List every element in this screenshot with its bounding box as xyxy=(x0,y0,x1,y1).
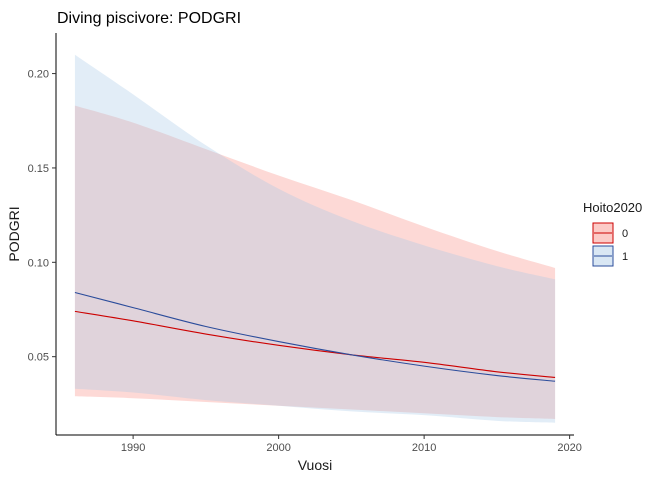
legend-title: Hoito2020 xyxy=(583,200,642,215)
legend-label-0: 0 xyxy=(622,228,628,240)
series-lines xyxy=(74,291,556,382)
y-axis-title: PODGRI xyxy=(6,206,22,261)
confidence-band-series-1 xyxy=(74,54,556,423)
legend-item-0: 0 xyxy=(592,222,628,244)
line-series-0 xyxy=(74,310,556,378)
y-axis-ticks: 0.05 0.10 0.15 0.20 xyxy=(28,69,56,364)
chart-title: Diving piscivore: PODGRI xyxy=(57,10,241,27)
y-tick-label: 0.10 xyxy=(28,257,49,269)
legend: Hoito2020 0 1 xyxy=(583,200,642,267)
confidence-band-series-0 xyxy=(74,105,556,419)
line-series-1 xyxy=(74,291,556,382)
legend-label-1: 1 xyxy=(622,251,628,263)
x-tick-label: 2010 xyxy=(412,442,436,454)
x-axis-title: Vuosi xyxy=(298,457,333,473)
x-tick-label: 2020 xyxy=(557,442,581,454)
x-tick-label: 2000 xyxy=(266,442,290,454)
y-tick-label: 0.20 xyxy=(28,69,49,81)
x-axis-ticks: 1990 2000 2010 2020 xyxy=(121,435,582,454)
confidence-bands xyxy=(74,54,556,423)
y-tick-label: 0.15 xyxy=(28,163,49,175)
x-tick-label: 1990 xyxy=(121,442,145,454)
legend-item-1: 1 xyxy=(592,245,628,267)
y-tick-label: 0.05 xyxy=(28,352,49,364)
